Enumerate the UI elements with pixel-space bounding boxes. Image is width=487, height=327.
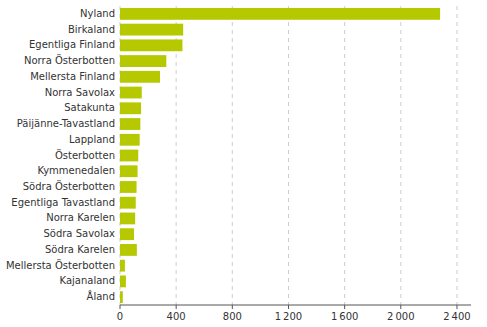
y-tick-label: Södra Österbotten	[23, 180, 115, 192]
bar	[120, 228, 134, 240]
y-tick-label: Kymmenedalen	[37, 165, 115, 176]
y-tick-label: Birkaland	[68, 24, 115, 35]
y-tick-label: Södra Savolax	[43, 228, 115, 239]
x-tick-label: 2 000	[387, 311, 414, 322]
y-tick-label: Södra Karelen	[45, 244, 115, 255]
x-tick-label: 800	[223, 311, 242, 322]
x-tick-label: 2 400	[443, 311, 470, 322]
y-tick-label: Päijänne-Tavastland	[17, 118, 115, 129]
y-tick-label: Norra Savolax	[45, 87, 115, 98]
bar	[120, 134, 140, 146]
grid	[120, 6, 457, 305]
x-tick	[176, 305, 177, 309]
bar	[120, 213, 135, 225]
x-tick	[400, 305, 401, 309]
bar	[120, 55, 166, 67]
grid-line	[344, 6, 345, 305]
bar	[120, 118, 140, 130]
bar	[120, 71, 160, 83]
y-tick-label: Österbotten	[55, 149, 115, 161]
y-tick-label: Nyland	[80, 8, 115, 19]
bar	[120, 39, 182, 51]
grid-line	[456, 6, 457, 305]
y-tick-label: Egentliga Finland	[29, 39, 115, 50]
x-tick	[232, 305, 233, 309]
bar	[120, 275, 126, 287]
y-tick-label: Norra Österbotten	[24, 54, 115, 66]
y-tick-label: Mellersta Österbotten	[6, 259, 115, 271]
y-tick-label: Mellersta Finland	[30, 71, 115, 82]
y-tick-label: Åland	[87, 290, 115, 302]
grid-line	[400, 6, 401, 305]
x-tick	[344, 305, 345, 309]
bar	[120, 291, 123, 303]
chart: Nyland Birkaland Egentliga Finland Norra Ös…	[0, 0, 487, 327]
grid-line	[288, 6, 289, 305]
bar	[120, 244, 137, 256]
bar	[120, 165, 138, 177]
y-tick-label: Egentliga Tavastland	[11, 197, 115, 208]
grid-line	[232, 6, 233, 305]
bar	[120, 150, 138, 162]
x-tick	[120, 305, 121, 309]
bar	[120, 8, 440, 20]
x-tick-label: 1 600	[331, 311, 358, 322]
bars	[120, 8, 440, 303]
x-tick-label: 400	[167, 311, 186, 322]
x-tick	[456, 305, 457, 309]
y-axis-labels: Nyland Birkaland Egentliga Finland Norra Ös…	[6, 8, 115, 302]
x-tick-label: 1 200	[275, 311, 302, 322]
y-tick-label: Norra Karelen	[46, 212, 115, 223]
x-axis-line	[120, 305, 471, 306]
bar	[120, 102, 141, 114]
bar	[120, 260, 125, 272]
bar	[120, 24, 183, 36]
x-tick	[288, 305, 289, 309]
bar	[120, 197, 136, 209]
bar	[120, 181, 137, 193]
x-tick-label: 0	[117, 311, 123, 322]
y-tick-label: Satakunta	[64, 102, 115, 113]
bar	[120, 87, 142, 99]
x-axis: 0 400 800 1 200 1 600 2 000 2 400	[117, 305, 471, 322]
y-tick-label: Lappland	[69, 134, 115, 145]
y-tick-label: Kajanaland	[60, 275, 115, 286]
